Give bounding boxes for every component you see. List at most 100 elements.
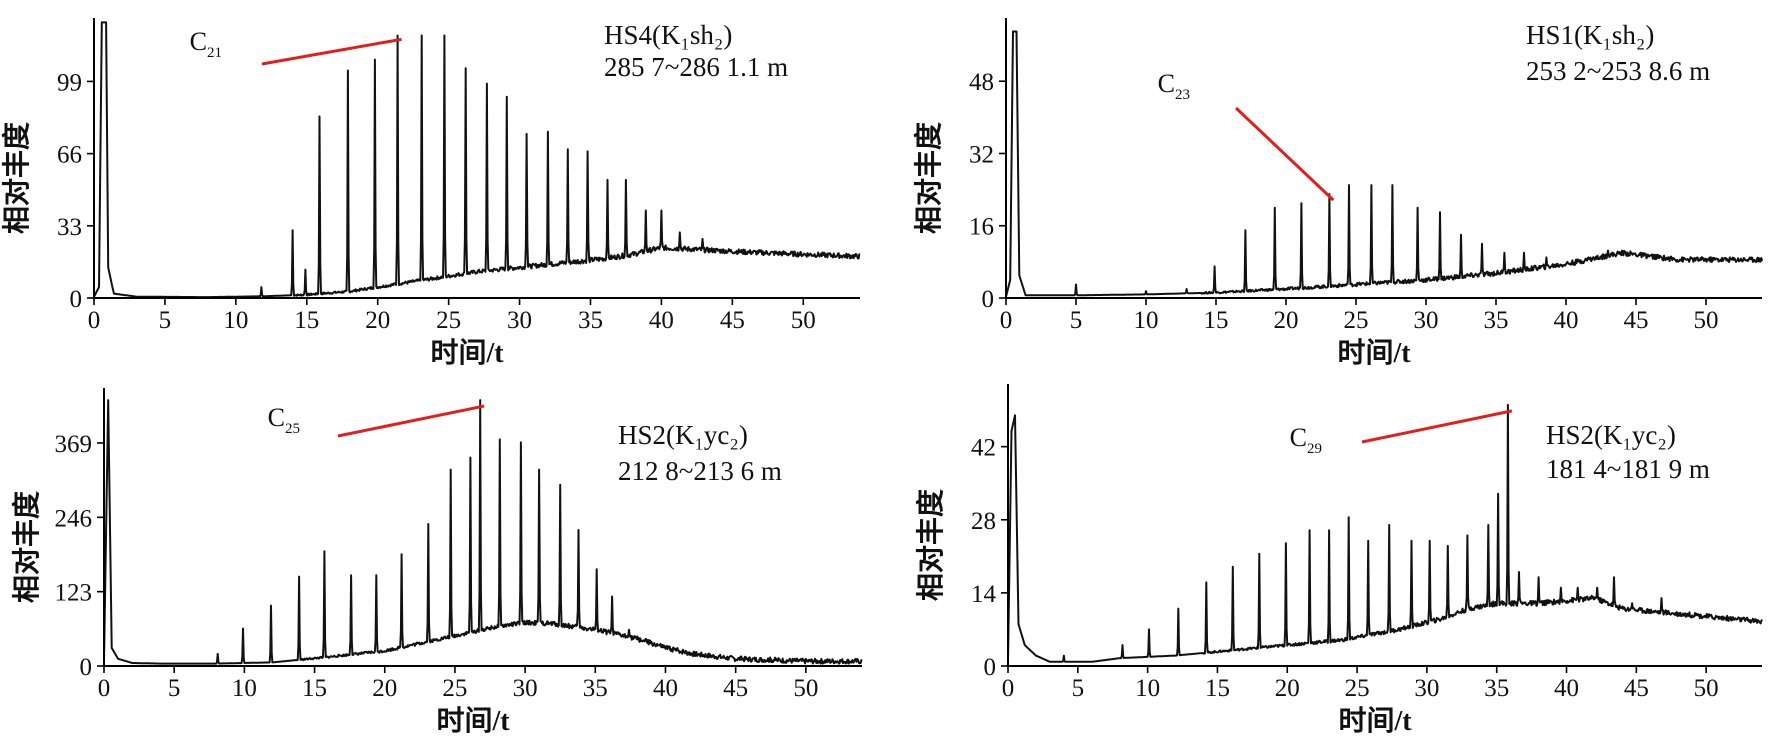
peak-label-base: C xyxy=(1158,69,1175,98)
y-tick-label: 0 xyxy=(80,654,93,681)
x-tick-label: 10 xyxy=(1135,675,1160,702)
x-tick-label: 45 xyxy=(1624,307,1649,334)
y-tick-label: 42 xyxy=(971,435,996,462)
y-tick-label: 246 xyxy=(55,505,93,532)
x-tick-label: 5 xyxy=(159,307,172,334)
x-tick-label: 35 xyxy=(583,675,608,702)
x-tick-label: 0 xyxy=(1000,307,1013,334)
x-tick-label: 30 xyxy=(1414,307,1439,334)
y-tick-label: 0 xyxy=(984,654,997,681)
x-tick-label: 25 xyxy=(1344,307,1369,334)
peak-label: C25 xyxy=(268,403,300,437)
x-tick-label: 0 xyxy=(88,307,101,334)
x-tick-label: 35 xyxy=(1484,675,1509,702)
sample-depth-label: 285 7~286 1.1 m xyxy=(604,52,788,82)
x-tick-label: 5 xyxy=(1072,675,1085,702)
chart-panel-4: 0 5 10 15 20 25 30 35 40 45 50 0 14 28 42 时间/t 相对丰度 HS2(K… xyxy=(915,384,1763,737)
x-tick-label: 50 xyxy=(793,675,818,702)
y-tick-label: 0 xyxy=(70,286,83,313)
x-tick-label: 25 xyxy=(442,675,467,702)
x-tick-label: 10 xyxy=(232,675,257,702)
chart-panel-3: 0 5 10 15 20 25 30 35 40 45 50 0 123 246 369 时间/t 相对丰度 HS… xyxy=(11,388,863,737)
peak-label: C21 xyxy=(190,27,222,61)
peak-label: C29 xyxy=(1290,423,1322,457)
x-tick-label: 50 xyxy=(1694,307,1719,334)
y-tick-label: 48 xyxy=(969,69,994,96)
chromatogram-trace xyxy=(103,399,863,665)
chromatogram-trace xyxy=(93,21,861,299)
x-tick-label: 50 xyxy=(1694,675,1719,702)
x-tick-label: 0 xyxy=(1002,675,1015,702)
x-tick-label: 45 xyxy=(723,675,748,702)
x-tick-label: 10 xyxy=(223,307,248,334)
peak-pointer-line xyxy=(1361,409,1513,444)
y-tick-label: 32 xyxy=(969,141,994,168)
y-axis-title: 相对丰度 xyxy=(915,489,947,601)
peak-pointer-line xyxy=(261,37,402,66)
sample-well-label: HS2(K₁yc₂) xyxy=(618,420,748,450)
peak-pointer-line xyxy=(1234,106,1335,202)
y-tick-label: 123 xyxy=(55,580,93,607)
x-tick-label: 40 xyxy=(649,307,674,334)
x-axis-title: 时间/t xyxy=(430,337,504,369)
peak-label-subscript: 25 xyxy=(285,421,300,437)
chart-panel-2: 0 5 10 15 20 25 30 35 40 45 50 0 16 32 48 时间/t 相对丰度 HS1(K… xyxy=(913,18,1763,369)
x-axis-title: 时间/t xyxy=(1338,705,1412,737)
x-tick-label: 30 xyxy=(1414,675,1439,702)
peak-label-base: C xyxy=(268,403,285,432)
x-tick-label: 35 xyxy=(1484,307,1509,334)
y-tick-label: 28 xyxy=(971,508,996,535)
y-axis-title: 相对丰度 xyxy=(11,491,43,603)
x-tick-label: 0 xyxy=(98,675,111,702)
x-tick-label: 25 xyxy=(436,307,461,334)
x-tick-label: 15 xyxy=(1205,675,1230,702)
x-tick-label: 45 xyxy=(1624,675,1649,702)
x-tick-label: 20 xyxy=(1274,307,1299,334)
sample-depth-label: 181 4~181 9 m xyxy=(1546,454,1710,484)
x-tick-label: 30 xyxy=(513,675,538,702)
chromatogram-trace xyxy=(1007,403,1763,663)
y-tick-label: 16 xyxy=(969,214,994,241)
y-tick-label: 14 xyxy=(971,581,997,608)
x-axis-title: 时间/t xyxy=(1337,337,1411,369)
peak-label-base: C xyxy=(190,27,207,56)
x-tick-label: 30 xyxy=(507,307,532,334)
x-tick-label: 40 xyxy=(653,675,678,702)
peak-label-base: C xyxy=(1290,423,1307,452)
sample-well-label: HS1(K₁sh₂) xyxy=(1526,20,1654,50)
sample-depth-label: 253 2~253 8.6 m xyxy=(1526,56,1710,86)
x-tick-label: 25 xyxy=(1345,675,1370,702)
y-axis-title: 相对丰度 xyxy=(913,122,945,234)
peak-label: C23 xyxy=(1158,69,1190,103)
x-tick-label: 15 xyxy=(302,675,327,702)
x-tick-label: 10 xyxy=(1134,307,1159,334)
y-tick-label: 33 xyxy=(57,214,82,241)
peak-label-subscript: 21 xyxy=(207,45,222,61)
peak-pointer-line xyxy=(337,404,485,438)
y-tick-label: 66 xyxy=(57,142,82,169)
x-tick-label: 20 xyxy=(365,307,390,334)
sample-well-label: HS2(K₁yc₂) xyxy=(1546,420,1676,450)
y-tick-label: 369 xyxy=(55,431,93,458)
y-tick-label: 0 xyxy=(982,286,995,313)
x-tick-label: 5 xyxy=(1070,307,1083,334)
x-tick-label: 35 xyxy=(578,307,603,334)
x-tick-label: 5 xyxy=(168,675,181,702)
x-tick-label: 20 xyxy=(1275,675,1300,702)
peak-label-subscript: 23 xyxy=(1175,87,1190,103)
x-tick-label: 50 xyxy=(791,307,816,334)
chart-panel-1: 0 5 10 15 20 25 30 35 40 45 50 0 33 66 99 时间/t 相对丰度 HS4(K… xyxy=(1,18,861,369)
sample-well-label: HS4(K₁sh₂) xyxy=(604,20,732,50)
x-tick-label: 15 xyxy=(294,307,319,334)
x-tick-label: 20 xyxy=(372,675,397,702)
x-tick-label: 45 xyxy=(720,307,745,334)
x-tick-label: 40 xyxy=(1554,307,1579,334)
peak-label-subscript: 29 xyxy=(1307,441,1322,457)
chromatogram-trace xyxy=(1005,30,1763,297)
x-axis-title: 时间/t xyxy=(436,705,510,737)
x-tick-label: 15 xyxy=(1204,307,1229,334)
y-axis-title: 相对丰度 xyxy=(1,122,33,234)
sample-depth-label: 212 8~213 6 m xyxy=(618,456,782,486)
x-tick-label: 40 xyxy=(1554,675,1579,702)
